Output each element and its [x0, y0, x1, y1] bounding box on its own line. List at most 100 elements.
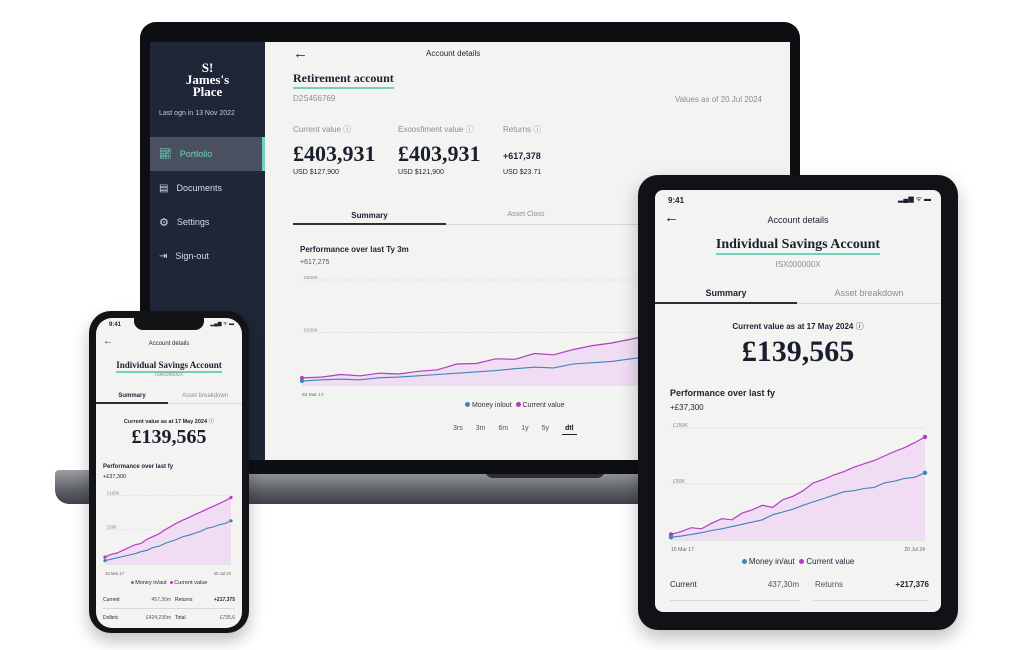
sidebar-item-label: Settings [176, 217, 210, 227]
tab-asset-class[interactable]: Asset Closs [507, 211, 545, 218]
range-option[interactable]: 5y [541, 425, 550, 432]
tab-summary[interactable]: Summary [351, 211, 388, 220]
x-label-end: 20 Jul 24 [214, 571, 232, 576]
back-arrow-icon[interactable]: ← [103, 336, 113, 347]
range-option-selected[interactable]: dtl [562, 425, 577, 435]
tab-asset-breakdown[interactable]: Asset breakdown [834, 288, 904, 298]
tab-indicator [293, 223, 446, 225]
stat-value: £424,230m [145, 615, 171, 621]
stat-returns-label: Returns [815, 580, 844, 589]
y-tick-label: £150K [673, 423, 688, 429]
legend-label: Money inlout [471, 402, 512, 409]
metric-returns: Returns ⓘ +617,378 USD $23.71 [503, 124, 541, 176]
stat-label: Dolbric [103, 615, 119, 621]
range-selector: 3rs 3m 6m 1y 5y dtl [453, 425, 577, 435]
tab-divider [293, 224, 790, 225]
tab-summary[interactable]: Summary [118, 393, 146, 399]
money-line [670, 472, 926, 538]
legend-label: Current value [174, 580, 208, 586]
range-option[interactable]: 3rs [453, 425, 463, 432]
account-id: ISA000000X [154, 372, 184, 378]
stat-divider [813, 600, 929, 601]
sidebar-item-documents[interactable]: ▤ Documents [150, 171, 265, 205]
back-arrow-icon[interactable]: ← [664, 209, 679, 226]
tab-asset-breakdown[interactable]: Asset breakdown [181, 393, 229, 399]
performance-title: Performance over last Ty 3m [300, 245, 409, 254]
x-label-start: 16 Mar 17 [105, 571, 125, 576]
info-icon[interactable]: ⓘ [208, 419, 215, 425]
legend-dot-money [130, 581, 134, 584]
document-icon: ▤ [159, 182, 169, 194]
metric-sub: USD $23.71 [503, 169, 542, 176]
money-line [104, 520, 232, 562]
tab-summary[interactable]: Summary [705, 288, 747, 298]
metric-value: +617,378 [503, 151, 541, 161]
info-icon[interactable]: ⓘ [855, 322, 864, 331]
metric-label: Exoosfiment value ⓘ [398, 125, 474, 134]
sidebar-item-sign-out[interactable]: ⇥ Sign-out [150, 239, 265, 273]
current-value-start-point [299, 375, 305, 380]
account-name-wrap: Individual Savings Account [96, 355, 242, 373]
stat-divider [670, 600, 800, 601]
stat-label: Total [175, 615, 186, 621]
stat-value: 457,30m [151, 597, 171, 603]
stat-divider [103, 608, 235, 609]
legend-label: Money in/aut [135, 580, 167, 586]
current-value-area [105, 497, 231, 564]
account-name: Individual Savings Account [116, 360, 222, 373]
chart-legend: Money in/aut Current value [655, 557, 941, 566]
money-end-point [922, 470, 928, 475]
metric-value: £403,931 [398, 141, 481, 166]
info-icon[interactable]: ⓘ [533, 125, 542, 134]
tab-divider [655, 303, 941, 304]
performance-value: +£37,300 [670, 403, 704, 412]
sidebar-item-portfolio[interactable]: 📈︎ Portlolio [150, 137, 265, 171]
stat-label: Current [103, 597, 120, 603]
info-icon[interactable]: ⓘ [465, 125, 474, 134]
stat-row: Dolbric £424,230m Total £735,6 [103, 615, 235, 621]
performance-value: +617,275 [300, 259, 330, 266]
current-value: £139,565 [131, 426, 207, 448]
metric-sub: USD $121,900 [398, 169, 444, 176]
stat-value: £735,6 [219, 615, 235, 621]
current-value-start-point [103, 555, 107, 559]
stat-current-label: Current [670, 580, 697, 589]
y-tick-label: £200K [304, 328, 319, 334]
y-tick-label: £50K [673, 479, 685, 485]
range-option[interactable]: 3m [475, 425, 486, 432]
legend-label: Current value [522, 402, 565, 409]
stat-returns-value: +217,376 [895, 580, 929, 589]
brand-logo: S! James's Place [150, 60, 265, 98]
x-label-start: 16 Mar 17 [671, 547, 694, 553]
sidebar-item-label: Portlolio [179, 149, 213, 159]
tab-divider [96, 403, 242, 404]
metric-value: £403,931 [293, 141, 376, 166]
current-value-label: Current value as at 17 May 2024 ⓘ [123, 419, 215, 425]
sign-out-icon: ⇥ [159, 250, 168, 262]
money-end-point [229, 519, 233, 523]
current-value-area [671, 437, 925, 540]
money-start-point [103, 558, 107, 563]
info-icon[interactable]: ⓘ [343, 125, 352, 134]
account-name: Retirement account [293, 71, 394, 89]
phone-notch [134, 318, 204, 330]
phone-screen: 9:41 ▂▄▆ ᯤ ▬ ← Account details Individua… [96, 318, 242, 628]
y-tick-label: £50K [107, 525, 117, 530]
account-id: ISX000000X [775, 260, 821, 269]
back-arrow-icon[interactable]: ← [293, 45, 308, 62]
metric-sub: USD $127,900 [293, 169, 339, 176]
current-value-line [670, 436, 926, 535]
chart-legend: Money in/aut Current value [96, 580, 242, 586]
status-icons: ▂▄▆ ᯤ ▬ [210, 321, 234, 327]
account-name: Individual Savings Account [715, 237, 881, 255]
range-option[interactable]: 6m [498, 425, 509, 432]
account-name-wrap: Individual Savings Account [655, 235, 941, 255]
logo-line: S! [201, 60, 214, 75]
status-time: 9:41 [668, 196, 685, 205]
stat-label: Returns [175, 597, 193, 603]
y-tick-label: £100K [107, 490, 119, 495]
range-option[interactable]: 1y [521, 425, 529, 432]
legend-dot-current [799, 559, 805, 564]
chart-legend: Money inlout Current value [465, 402, 565, 409]
sidebar-item-settings[interactable]: ⚙ Settings [150, 205, 265, 239]
